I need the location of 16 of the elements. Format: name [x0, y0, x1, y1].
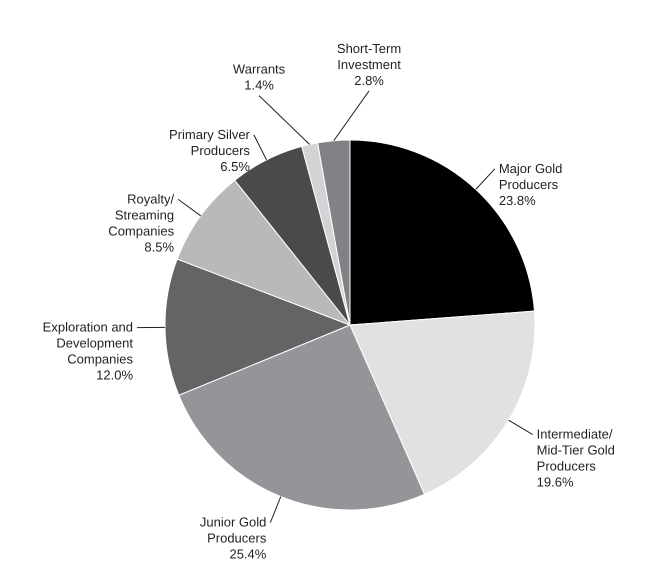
slice-label: Exploration and Development Companies: [42, 320, 134, 367]
data-label: 23.8%: [498, 192, 536, 208]
slice-label: Junior Gold Producers: [200, 514, 267, 546]
slice-label: Major Gold Producers: [498, 160, 562, 192]
slice-label: Primary Silver Producers: [168, 126, 251, 158]
data-label: 8.5%: [144, 239, 175, 254]
data-label: 12.0%: [96, 368, 134, 383]
slice-label: Royalty/Streaming Companies: [108, 191, 175, 238]
data-label: 1.4%: [244, 78, 274, 93]
data-label: 2.8%: [354, 72, 384, 88]
data-label: 6.5%: [220, 158, 250, 174]
slice-label: Warrants: [232, 62, 286, 77]
data-label: 19.6%: [536, 474, 574, 490]
slice-label: Short-Term Investment: [336, 40, 402, 72]
data-label: 25.4%: [229, 546, 267, 562]
slice-label: Intermediate/Mid-Tier Gold Producers: [536, 426, 615, 474]
